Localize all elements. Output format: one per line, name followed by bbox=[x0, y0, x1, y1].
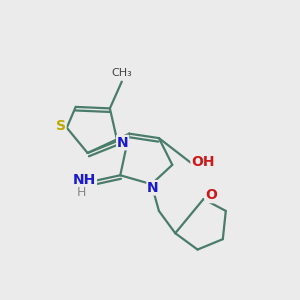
Text: NH: NH bbox=[73, 173, 96, 187]
Text: O: O bbox=[205, 188, 217, 203]
Text: OH: OH bbox=[191, 155, 215, 169]
Text: N: N bbox=[117, 136, 128, 150]
Text: H: H bbox=[76, 186, 86, 199]
Text: N: N bbox=[147, 181, 159, 195]
Text: S: S bbox=[56, 119, 66, 133]
Text: CH₃: CH₃ bbox=[111, 68, 132, 78]
